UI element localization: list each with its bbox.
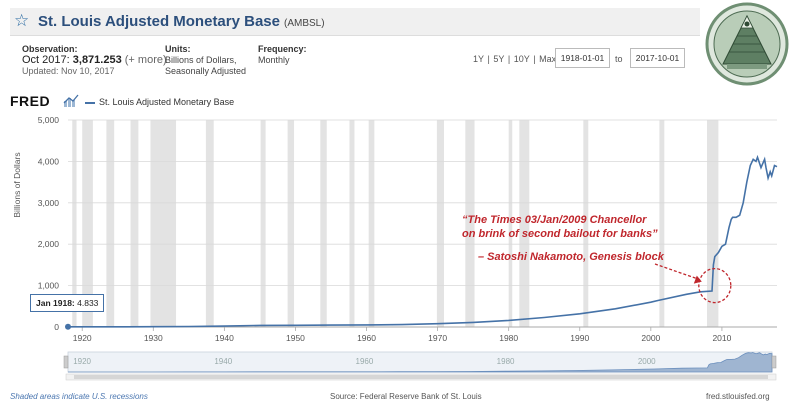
annotation-quote-line1: “The Times 03/Jan/2009 Chancellor bbox=[462, 214, 647, 226]
series-line bbox=[68, 154, 778, 328]
x-tick-label: 1950 bbox=[286, 333, 305, 343]
units-line1: Billions of Dollars, bbox=[165, 55, 237, 65]
range-buttons: 1Y | 5Y | 10Y | Max bbox=[473, 54, 557, 64]
legend-swatch bbox=[85, 101, 95, 104]
x-tick-label: 1960 bbox=[357, 333, 376, 343]
more-link[interactable]: (+ more) bbox=[124, 54, 167, 66]
navigator-series-area bbox=[68, 352, 773, 373]
date-to-label: to bbox=[615, 54, 623, 64]
units-block: Units: Billions of Dollars, Seasonally A… bbox=[165, 44, 246, 77]
date-from-input[interactable]: 1918-01-01 bbox=[555, 48, 610, 68]
x-tick-label: 2000 bbox=[641, 333, 660, 343]
observation-block: Observation: Oct 2017: 3,871.253 (+ more… bbox=[22, 44, 167, 77]
recession-band bbox=[287, 120, 295, 327]
title-bar: ☆ St. Louis Adjusted Monetary Base (AMBSL… bbox=[10, 8, 700, 36]
recession-band bbox=[706, 120, 719, 327]
site-link[interactable]: fred.stlouisfed.org bbox=[706, 392, 770, 401]
genesis-highlight-circle bbox=[698, 267, 732, 304]
x-tick-label: 1980 bbox=[499, 333, 518, 343]
y-tick-label: 4,000 bbox=[38, 156, 60, 166]
recession-band bbox=[519, 120, 530, 327]
legend: St. Louis Adjusted Monetary Base bbox=[85, 97, 234, 107]
annotation-quote-line2: on brink of second bailout for banks” bbox=[462, 228, 658, 240]
range-5y-button[interactable]: 5Y bbox=[493, 54, 505, 64]
recession-band bbox=[106, 120, 115, 327]
recession-band bbox=[436, 120, 445, 327]
observation-label: Observation: bbox=[22, 44, 78, 54]
annotation-arrow-line bbox=[654, 263, 701, 281]
recession-band bbox=[72, 120, 77, 327]
x-tick-label: 1930 bbox=[144, 333, 163, 343]
frequency-value[interactable]: Monthly bbox=[258, 55, 290, 65]
recession-band bbox=[368, 120, 375, 327]
x-tick-label: 1970 bbox=[428, 333, 447, 343]
observation-value-line: Oct 2017: 3,871.253 (+ more) bbox=[22, 54, 167, 66]
y-tick-label: 1,000 bbox=[38, 281, 60, 291]
navigator-handle-right[interactable] bbox=[771, 355, 777, 369]
scrollbar-thumb[interactable] bbox=[74, 375, 768, 379]
units-line2: Seasonally Adjusted bbox=[165, 66, 247, 76]
recession-band bbox=[150, 120, 177, 327]
fred-logo[interactable]: FRED bbox=[10, 93, 51, 109]
recession-band bbox=[659, 120, 665, 327]
units-label: Units: bbox=[165, 44, 191, 54]
x-tick-label: 1920 bbox=[73, 333, 92, 343]
source-note: Source: Federal Reserve Bank of St. Loui… bbox=[330, 392, 482, 401]
y-tick-label: 0 bbox=[54, 322, 59, 332]
date-to-input[interactable]: 2017-10-01 bbox=[630, 48, 685, 68]
favorite-star-icon[interactable]: ☆ bbox=[14, 11, 30, 30]
navigator-tick-label: 1960 bbox=[356, 357, 374, 366]
page-title: St. Louis Adjusted Monetary Base (AMBSL) bbox=[38, 13, 325, 30]
recession-note[interactable]: Shaded areas indicate U.S. recessions bbox=[10, 392, 148, 401]
range-10y-button[interactable]: 10Y bbox=[513, 54, 530, 64]
annotation-arrowhead bbox=[693, 275, 702, 284]
series-id: (AMBSL) bbox=[284, 18, 325, 29]
y-axis-label: Billions of Dollars bbox=[12, 152, 22, 218]
navigator-tick-label: 1920 bbox=[73, 357, 91, 366]
great-seal-pyramid-logo bbox=[705, 2, 789, 86]
annotation-quote: “The Times 03/Jan/2009 Chancellor on bri… bbox=[462, 213, 658, 241]
frequency-block: Frequency: Monthly bbox=[258, 44, 307, 66]
navigator-tick-label: 1940 bbox=[214, 357, 232, 366]
updated-date: Updated: Nov 10, 2017 bbox=[22, 66, 115, 76]
recession-band bbox=[349, 120, 355, 327]
recession-band bbox=[82, 120, 93, 327]
x-tick-label: 1940 bbox=[215, 333, 234, 343]
navigator-handle-left[interactable] bbox=[63, 355, 69, 369]
range-max-button[interactable]: Max bbox=[539, 54, 557, 64]
x-tick-label: 1990 bbox=[570, 333, 589, 343]
recession-band bbox=[205, 120, 214, 327]
y-tick-label: 3,000 bbox=[38, 198, 60, 208]
navigator-tick-label: 2000 bbox=[638, 357, 656, 366]
recession-band bbox=[465, 120, 475, 327]
recession-band bbox=[260, 120, 266, 327]
recession-band bbox=[583, 120, 589, 327]
y-tick-label: 5,000 bbox=[38, 115, 60, 125]
legend-label: St. Louis Adjusted Monetary Base bbox=[99, 97, 235, 107]
frequency-label: Frequency: bbox=[258, 44, 307, 54]
fred-chart-icon bbox=[63, 94, 79, 107]
annotation-attribution: – Satoshi Nakamoto, Genesis block bbox=[478, 251, 664, 263]
x-tick-label: 2010 bbox=[712, 333, 731, 343]
hover-point bbox=[65, 323, 71, 330]
recession-band bbox=[320, 120, 327, 327]
recession-band bbox=[508, 120, 513, 327]
navigator-tick-label: 1980 bbox=[497, 357, 515, 366]
range-1y-button[interactable]: 1Y bbox=[473, 54, 485, 64]
recession-band bbox=[130, 120, 139, 327]
y-tick-label: 2,000 bbox=[38, 239, 60, 249]
data-tooltip: Jan 1918: 4.833 bbox=[30, 294, 105, 312]
